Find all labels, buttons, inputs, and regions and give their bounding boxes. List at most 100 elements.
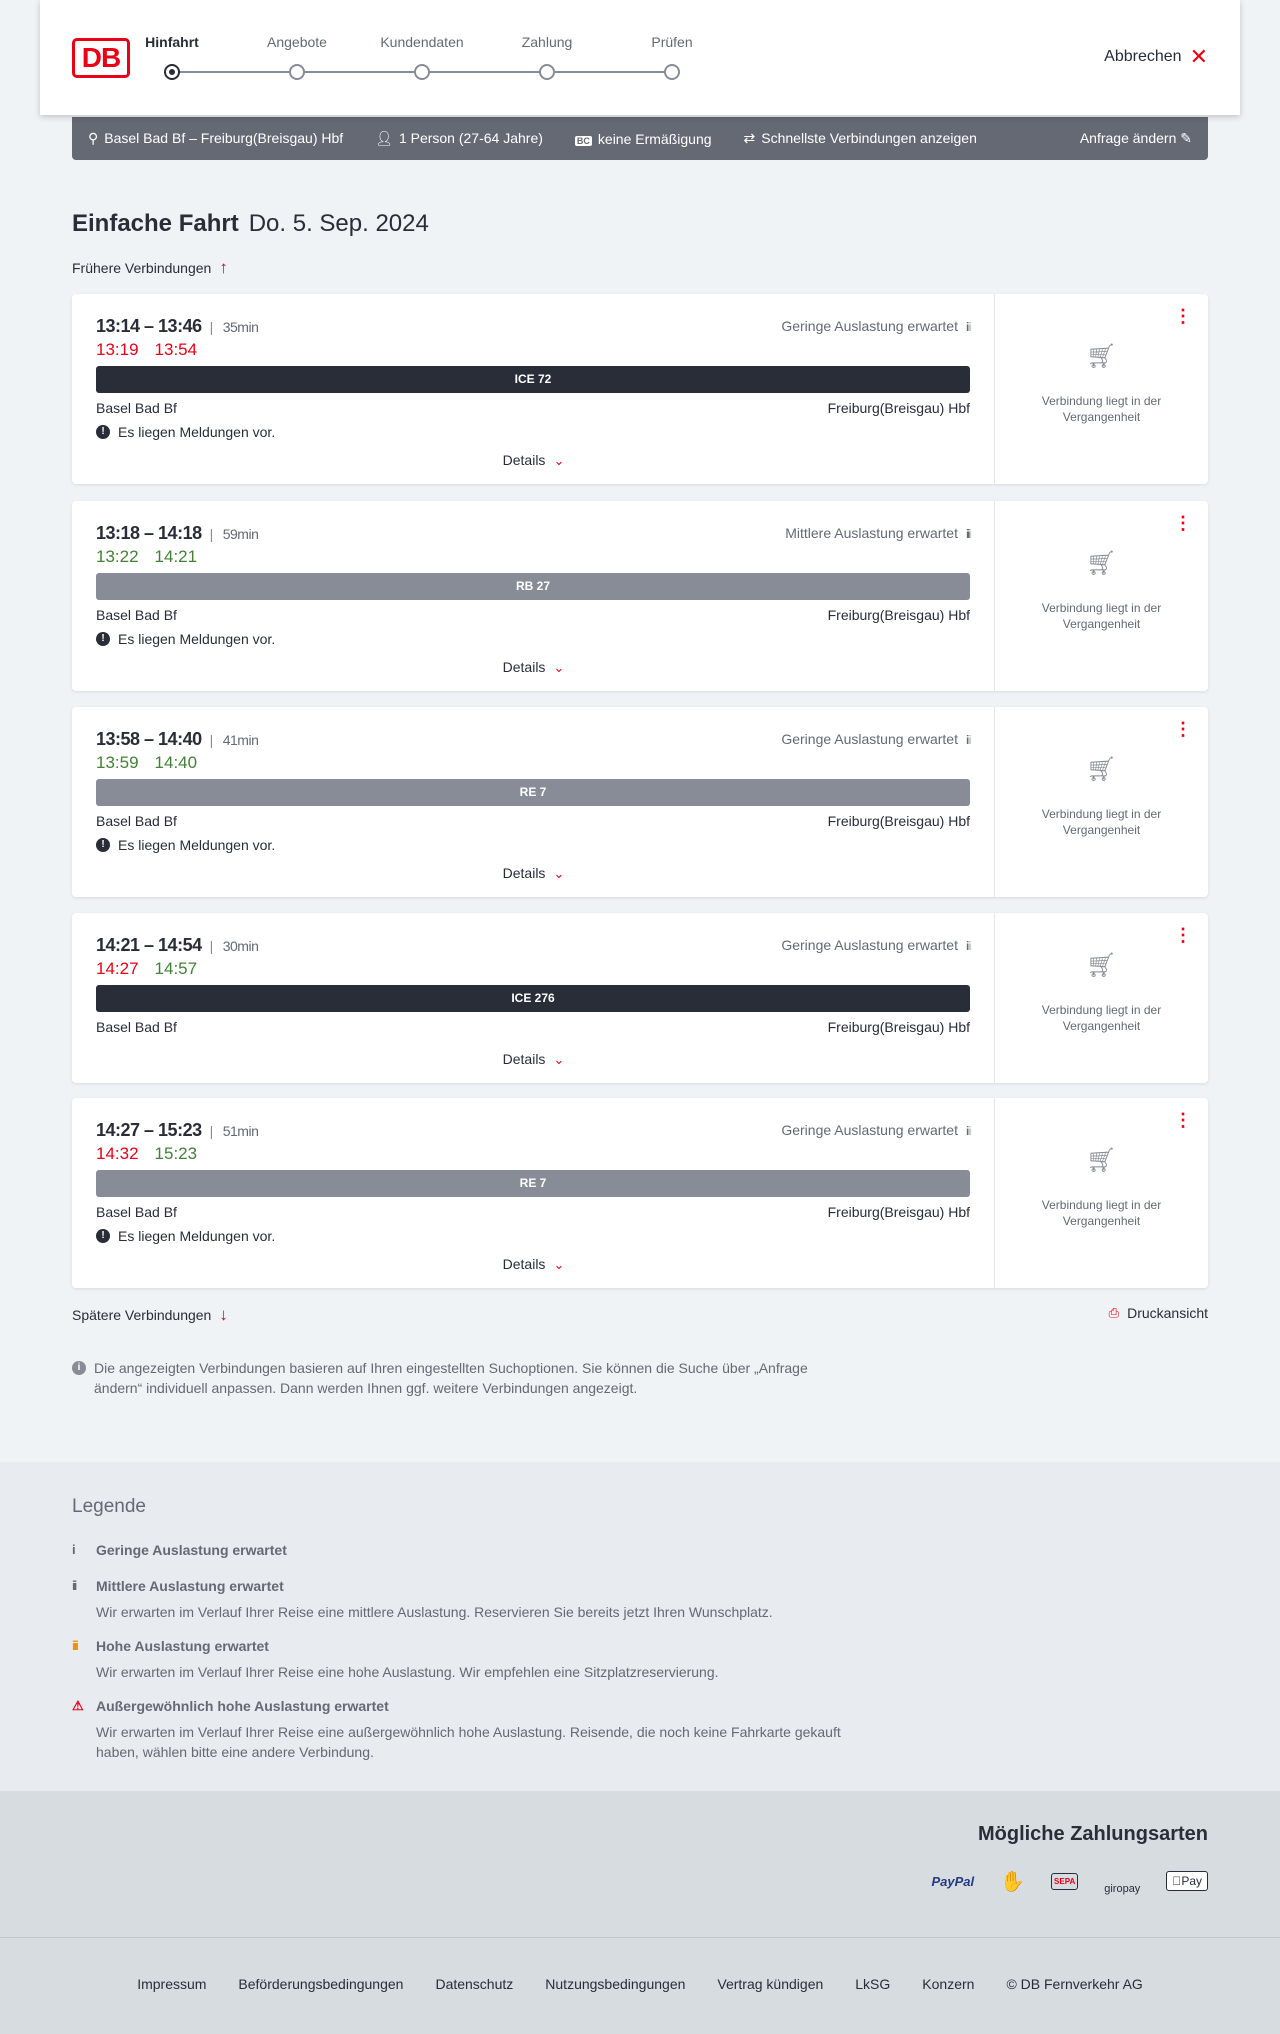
step-4-label[interactable]: Zahlung	[521, 34, 573, 50]
booking-panel: ⋮ 🛒︎ Verbindung liegt in der Vergangenheit	[995, 294, 1208, 484]
legend-item: iii Hohe Auslastung erwartet Wir erwarten …	[72, 1638, 872, 1682]
occupancy-text: Geringe Auslastung erwartet	[781, 318, 958, 334]
load-medium-icon: ii	[965, 527, 970, 541]
occupancy-text: Geringe Auslastung erwartet	[781, 1122, 958, 1138]
details-toggle[interactable]: Details ⌄	[72, 452, 995, 469]
fastest-connections-option: ⇄ Schnellste Verbindungen anzeigen	[744, 130, 977, 147]
message-text: Es liegen Meldungen vor.	[118, 837, 276, 853]
step-2-dot[interactable]	[289, 64, 305, 80]
arrival-station: Freiburg(Breisgau) Hbf	[827, 400, 970, 416]
person-icon: 👤︎	[375, 130, 393, 146]
legend-item-title: Hohe Auslastung erwartet	[96, 1638, 269, 1654]
past-connection-text: Verbindung liegt in der Vergangenheit	[1041, 1198, 1162, 1228]
chevron-down-icon: ⌄	[553, 453, 565, 468]
step-1-dot[interactable]	[164, 64, 180, 80]
more-options-icon[interactable]: ⋮	[1174, 925, 1192, 945]
discount-text: keine Ermäßigung	[597, 130, 712, 147]
train-bar[interactable]: ICE 72	[96, 366, 970, 393]
more-options-icon[interactable]: ⋮	[1174, 513, 1192, 533]
legend-title: Legende	[72, 1496, 146, 1517]
print-view-link[interactable]: ⎙ Druckansicht	[1109, 1305, 1208, 1321]
giropay-icon: giropay	[1104, 1883, 1141, 1895]
realtime-arrival: 13:54	[154, 340, 198, 359]
details-label: Details	[502, 1256, 546, 1272]
details-label: Details	[502, 1051, 546, 1067]
train-bar[interactable]: RE 7	[96, 1170, 970, 1197]
connection-card[interactable]: 13:18 – 14:18 59min 13:22 14:21 Mittlere Aus…	[72, 501, 1208, 691]
step-3-label[interactable]: Kundendaten	[380, 34, 464, 50]
details-label: Details	[502, 865, 546, 881]
details-label: Details	[502, 659, 546, 675]
details-toggle[interactable]: Details ⌄	[72, 865, 995, 882]
alert-icon: !	[96, 1229, 110, 1243]
legend-item-title: Geringe Auslastung erwartet	[96, 1542, 287, 1558]
db-logo[interactable]: DB	[72, 38, 130, 78]
arrival-station: Freiburg(Breisgau) Hbf	[827, 1019, 970, 1035]
search-summary-bar: ⚲ Basel Bad Bf – Freiburg(Breisgau) Hbf 👤…	[72, 117, 1208, 160]
train-bar[interactable]: ICE 276	[96, 985, 970, 1012]
page-title: Einfache Fahrt Do. 5. Sep. 2024	[72, 210, 429, 238]
step-2-label[interactable]: Angebote	[267, 34, 327, 50]
alert-icon: !	[96, 425, 110, 439]
step-5-label[interactable]: Prüfen	[651, 34, 693, 50]
past-connection-text: Verbindung liegt in der Vergangenheit	[1041, 394, 1162, 424]
step-4-dot[interactable]	[539, 64, 555, 80]
footer-link[interactable]: Vertrag kündigen	[717, 1976, 824, 1992]
more-options-icon[interactable]: ⋮	[1174, 306, 1192, 326]
more-options-icon[interactable]: ⋮	[1174, 1110, 1192, 1130]
step-1-label[interactable]: Hinfahrt	[145, 34, 199, 50]
trip-type: Einfache Fahrt	[72, 210, 239, 237]
message-text: Es liegen Meldungen vor.	[118, 1228, 276, 1244]
route-text: Basel Bad Bf – Freiburg(Breisgau) Hbf	[104, 130, 344, 146]
step-5-dot[interactable]	[664, 64, 680, 80]
planned-times: 13:14 – 13:46	[96, 316, 202, 336]
past-connection-text: Verbindung liegt in der Vergangenheit	[1041, 807, 1162, 837]
planned-times: 13:18 – 14:18	[96, 523, 202, 543]
footer-link[interactable]: Datenschutz	[435, 1976, 514, 1992]
footer-link[interactable]: Impressum	[137, 1976, 207, 1992]
details-toggle[interactable]: Details ⌄	[72, 659, 995, 676]
messages-notice: ! Es liegen Meldungen vor.	[96, 837, 275, 853]
realtime-departure: 14:32	[96, 1144, 139, 1163]
load-empty-icon: ii	[967, 320, 971, 334]
credit-card-icon: ✋	[1000, 1870, 1026, 1893]
connection-main: 13:18 – 14:18 59min 13:22 14:21 Mittlere Aus…	[72, 501, 995, 691]
footer-link[interactable]: LkSG	[855, 1976, 891, 1992]
footer-link[interactable]: Beförderungsbedingungen	[238, 1976, 404, 1992]
planned-times: 14:21 – 14:54	[96, 935, 202, 955]
cart-unavailable-icon: 🛒︎	[1086, 550, 1117, 577]
details-toggle[interactable]: Details ⌄	[72, 1256, 995, 1273]
train-bar[interactable]: RB 27	[96, 573, 970, 600]
connection-card[interactable]: 14:21 – 14:54 30min 14:27 14:57 Geringe Ausl…	[72, 913, 1208, 1083]
details-toggle[interactable]: Details ⌄	[72, 1051, 995, 1068]
edit-request-button[interactable]: Anfrage ändern ✎	[1080, 130, 1192, 147]
step-3-dot[interactable]	[414, 64, 430, 80]
footer-link[interactable]: Konzern	[922, 1976, 975, 1992]
footer-link[interactable]: Nutzungsbedingungen	[545, 1976, 686, 1992]
connection-card[interactable]: 14:27 – 15:23 51min 14:32 15:23 Geringe Ausl…	[72, 1098, 1208, 1288]
more-options-icon[interactable]: ⋮	[1174, 719, 1192, 739]
persons-summary: 👤︎ 1 Person (27-64 Jahre)	[375, 130, 543, 147]
close-icon: ✕	[1189, 44, 1208, 69]
later-label: Spätere Verbindungen	[72, 1307, 212, 1323]
connection-main: 14:27 – 15:23 51min 14:32 15:23 Geringe Ausl…	[72, 1098, 995, 1288]
connection-card[interactable]: 13:58 – 14:40 41min 13:59 14:40 Geringe Ausl…	[72, 707, 1208, 897]
legend-item-text: Wir erwarten im Verlauf Ihrer Reise eine…	[96, 1664, 719, 1680]
connection-card[interactable]: 13:14 – 13:46 35min 13:19 13:54 Geringe Ausl…	[72, 294, 1208, 484]
legend-item-title: Mittlere Auslastung erwartet	[96, 1578, 284, 1594]
messages-notice: ! Es liegen Meldungen vor.	[96, 631, 275, 647]
train-bar[interactable]: RE 7	[96, 779, 970, 806]
cart-unavailable-icon: 🛒︎	[1086, 756, 1117, 783]
print-label: Druckansicht	[1127, 1305, 1208, 1321]
footer-link[interactable]: © DB Fernverkehr AG	[1006, 1976, 1143, 1992]
message-text: Es liegen Meldungen vor.	[118, 424, 276, 440]
occupancy-indicator: Geringe Auslastung erwartet iii	[781, 731, 971, 747]
later-connections-link[interactable]: Spätere Verbindungen ↓	[72, 1305, 228, 1325]
realtime-times: 14:27 14:57	[96, 959, 213, 979]
cancel-button[interactable]: Abbrechen ✕	[1104, 44, 1208, 69]
earlier-connections-link[interactable]: Frühere Verbindungen ↑	[72, 258, 228, 278]
duration: 35min	[210, 319, 259, 335]
planned-times: 14:27 – 15:23	[96, 1120, 202, 1140]
load-empty-icon: ii	[967, 733, 971, 747]
realtime-arrival: 15:23	[154, 1144, 198, 1163]
